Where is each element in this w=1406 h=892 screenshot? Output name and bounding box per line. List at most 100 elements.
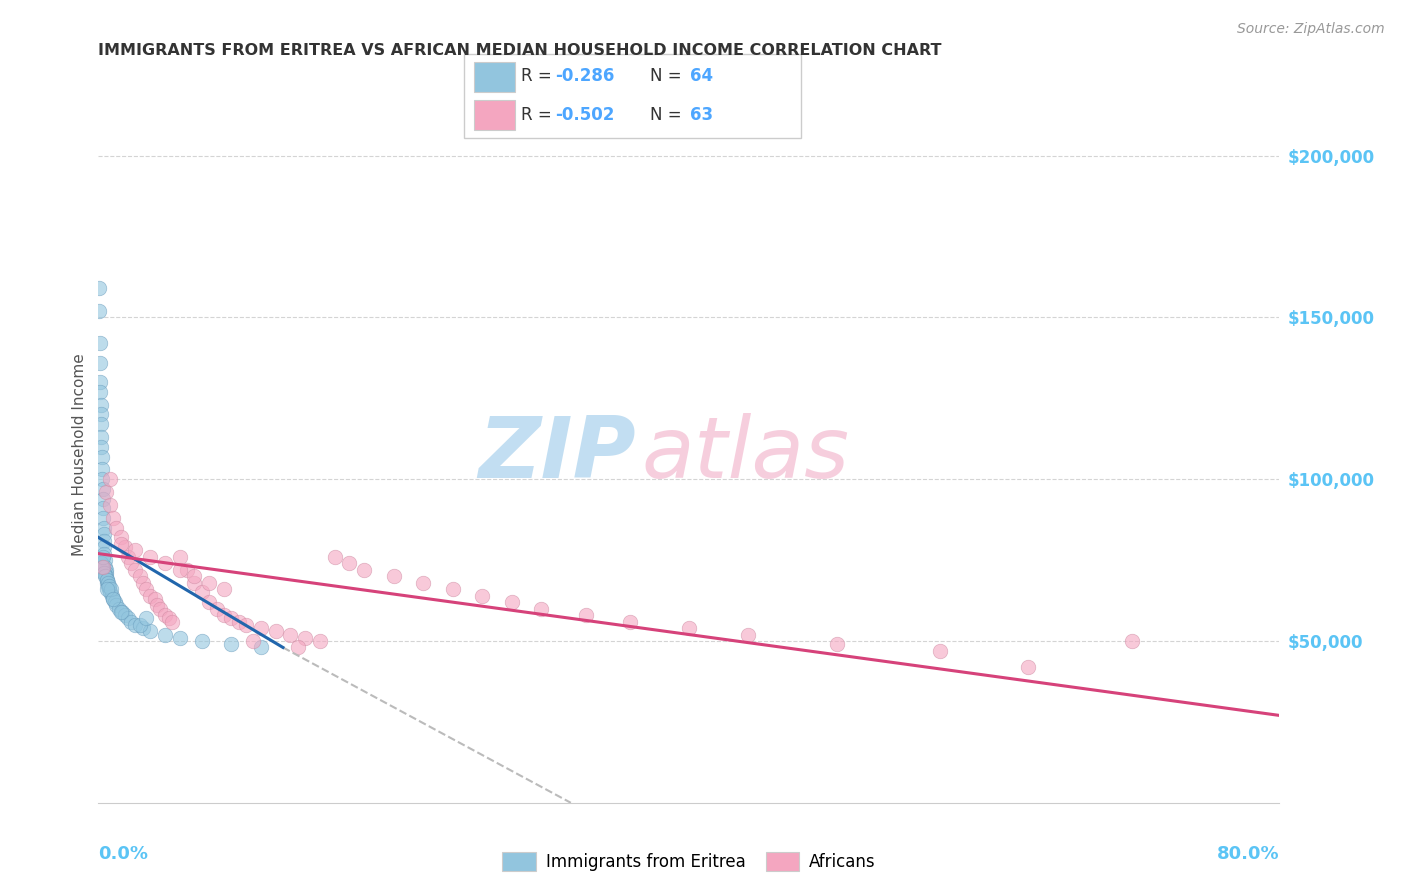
Point (93, 521, 115, 535)
Point (89, 304, 111, 318)
Point (91, 491, 114, 506)
Point (120, 557, 142, 571)
Point (619, 615, 641, 629)
Point (93, 566, 115, 580)
Point (117, 611, 139, 625)
Point (530, 601, 553, 615)
Point (98, 579, 121, 593)
Point (221, 611, 243, 625)
Point (91, 559, 114, 574)
Point (90, 408, 112, 422)
Point (183, 569, 205, 583)
Text: 63: 63 (690, 105, 713, 123)
Point (100, 589, 122, 603)
Point (104, 595, 127, 609)
Point (382, 569, 405, 583)
Point (574, 608, 596, 623)
Text: IMMIGRANTS FROM ERITREA VS AFRICAN MEDIAN HOUSEHOLD INCOME CORRELATION CHART: IMMIGRANTS FROM ERITREA VS AFRICAN MEDIA… (98, 43, 942, 58)
Point (97, 579, 120, 593)
Point (183, 575, 205, 590)
Point (93, 527, 115, 541)
Point (91, 549, 114, 564)
Point (91, 472, 114, 486)
Point (191, 585, 214, 599)
Point (96, 575, 118, 590)
Point (228, 615, 250, 629)
Point (90, 417, 112, 432)
Point (91, 462, 114, 476)
FancyBboxPatch shape (474, 62, 515, 92)
Point (198, 595, 221, 609)
Point (124, 543, 146, 558)
Point (93, 553, 115, 567)
Point (110, 605, 132, 619)
Point (98, 585, 121, 599)
Text: 64: 64 (690, 68, 713, 86)
Text: 0.0%: 0.0% (98, 845, 149, 863)
Point (441, 582, 464, 597)
Point (153, 608, 176, 623)
Point (412, 575, 434, 590)
Point (212, 582, 235, 597)
Point (117, 549, 139, 564)
Point (146, 599, 169, 613)
Point (339, 557, 360, 571)
Point (825, 637, 848, 651)
Point (96, 582, 118, 597)
Point (114, 540, 136, 554)
Point (94, 559, 117, 574)
Point (139, 549, 162, 564)
Text: Source: ZipAtlas.com: Source: ZipAtlas.com (1237, 22, 1385, 37)
Point (191, 634, 214, 648)
Point (93, 547, 115, 561)
Text: N =: N = (650, 68, 686, 86)
Point (93, 533, 115, 548)
Text: -0.286: -0.286 (555, 68, 614, 86)
Point (89, 375, 111, 389)
Point (221, 637, 243, 651)
Point (90, 450, 112, 464)
Point (678, 621, 700, 635)
Point (105, 599, 128, 613)
Point (169, 549, 191, 564)
Point (157, 611, 180, 625)
Point (103, 511, 125, 525)
Point (110, 537, 132, 551)
Text: -0.502: -0.502 (555, 105, 614, 123)
Point (105, 521, 128, 535)
Point (135, 582, 157, 597)
Point (737, 627, 759, 641)
Point (94, 566, 117, 580)
Point (94, 569, 117, 583)
Text: R =: R = (522, 68, 557, 86)
Point (91, 559, 114, 574)
Point (89, 281, 111, 295)
Point (928, 643, 950, 657)
Point (89, 336, 111, 351)
Point (153, 557, 176, 571)
Point (96, 573, 118, 587)
Point (128, 569, 150, 583)
Point (124, 617, 146, 632)
Text: atlas: atlas (641, 413, 849, 497)
Point (111, 605, 134, 619)
Point (90, 398, 112, 412)
Point (501, 595, 523, 609)
Text: ZIP: ZIP (478, 413, 636, 497)
Point (323, 549, 346, 564)
Point (309, 634, 332, 648)
Point (250, 621, 273, 635)
Point (132, 621, 155, 635)
Point (100, 582, 122, 597)
Point (114, 608, 136, 623)
Text: N =: N = (650, 105, 686, 123)
Point (89, 384, 111, 399)
Point (135, 611, 157, 625)
Point (94, 569, 117, 583)
Y-axis label: Median Household Income: Median Household Income (72, 353, 87, 557)
Point (198, 575, 221, 590)
Point (264, 624, 287, 639)
Point (287, 640, 309, 655)
Point (139, 589, 162, 603)
Point (1121, 634, 1143, 648)
